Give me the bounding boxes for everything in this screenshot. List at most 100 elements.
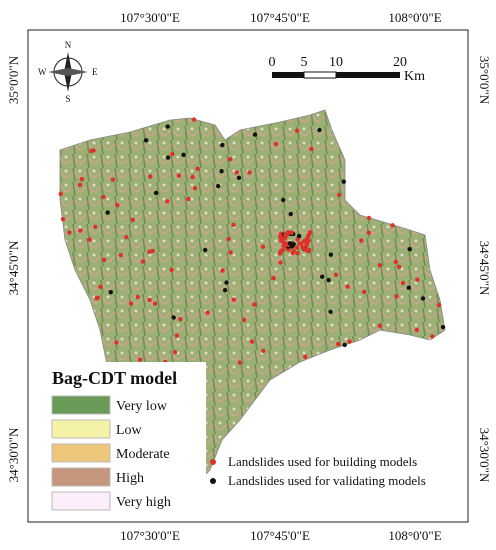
landslide-point	[143, 138, 149, 143]
landslide-point	[60, 217, 66, 222]
landslide-point	[260, 244, 266, 249]
legend-label: Low	[116, 423, 143, 438]
landslide-point	[289, 230, 294, 235]
landslide-point	[326, 277, 331, 283]
landslide-point	[359, 238, 364, 243]
landslide-point	[231, 297, 236, 302]
landslide-point	[67, 230, 72, 235]
landslide-point	[252, 132, 258, 137]
landslide-point	[290, 250, 295, 256]
landslide-point	[237, 360, 242, 365]
compass-n: N	[65, 40, 72, 50]
landslide-point	[295, 251, 300, 256]
landslide-point	[236, 175, 242, 180]
legend-swatch	[51, 395, 111, 415]
landslide-point	[415, 277, 420, 282]
landslide-point	[271, 275, 276, 281]
landslide-point	[309, 146, 314, 152]
landslide-point	[130, 217, 135, 222]
landslide-point	[191, 117, 197, 122]
landslide-point	[108, 290, 114, 295]
landslide-point	[231, 222, 236, 227]
landslide-point	[140, 259, 146, 264]
top-coord-label: 108°0'0"E	[388, 10, 441, 25]
compass: N E S W	[38, 40, 98, 104]
landslide-point	[224, 280, 229, 285]
top-coord-label: 107°45'0"E	[250, 10, 310, 25]
landslide-point	[366, 230, 371, 235]
landslide-point	[296, 233, 302, 239]
landslide-point	[400, 280, 406, 286]
landslide-point	[203, 247, 208, 253]
legend-swatch	[51, 419, 111, 439]
landslide-point	[317, 127, 322, 133]
landslide-point	[390, 223, 395, 228]
scale-label: 20	[393, 55, 407, 70]
landslide-point	[342, 342, 347, 348]
landslide-point	[87, 237, 92, 242]
landslide-point	[205, 310, 210, 315]
landslide-point	[377, 263, 383, 268]
legend-label: Moderate	[116, 447, 170, 462]
landslide-point	[195, 166, 200, 171]
landslide-point	[430, 334, 435, 339]
landslide-point	[165, 155, 171, 160]
landslide-point	[362, 289, 367, 295]
landslide-point	[281, 197, 286, 203]
landslide-point	[176, 173, 182, 178]
landslide-point	[294, 245, 300, 250]
point-legend-marker	[210, 459, 216, 465]
landslide-point	[333, 272, 339, 277]
left-coord-label: 34°30'0"N	[6, 427, 21, 482]
landslide-point	[341, 179, 346, 184]
landslide-point	[394, 294, 399, 299]
landslide-point	[234, 170, 239, 175]
landslide-point	[79, 177, 85, 182]
bottom-coord-label: 107°30'0"E	[120, 528, 180, 543]
right-coord-label: 34°30'0"N	[477, 428, 492, 483]
landslide-point	[150, 248, 155, 254]
landslide-point	[307, 230, 313, 235]
landslide-point	[301, 239, 307, 244]
scale-bar	[272, 71, 400, 79]
landslide-point	[393, 259, 398, 265]
landslide-point	[124, 235, 129, 240]
landslide-point	[336, 192, 342, 198]
landslide-point	[377, 323, 382, 328]
landslide-point	[78, 228, 83, 233]
landslide-point	[278, 260, 283, 265]
left-coord-label: 35°0'0"N	[6, 55, 21, 104]
compass-e: E	[92, 67, 98, 77]
bottom-coord-label: 107°45'0"E	[250, 528, 310, 543]
landslide-point	[101, 194, 106, 200]
point-legend-marker	[210, 478, 216, 484]
landslide-point	[172, 350, 178, 355]
legend-swatch	[51, 491, 111, 511]
landslide-point	[228, 157, 233, 162]
legend-swatch	[51, 467, 111, 487]
landslide-point	[278, 234, 283, 239]
landslide-point	[252, 302, 257, 307]
landslide-point	[397, 264, 402, 270]
landslide-point	[297, 241, 302, 246]
landslide-point	[102, 257, 107, 262]
legend-label: Very high	[116, 495, 171, 510]
landslide-point	[294, 128, 300, 133]
landslide-point	[148, 174, 153, 179]
landslide-point	[440, 324, 446, 330]
landslide-point	[171, 315, 176, 320]
landslide-point	[345, 284, 350, 289]
landslide-point	[406, 285, 411, 290]
landslide-point	[289, 244, 295, 249]
landslide-point	[228, 250, 233, 255]
point-legend-label: Landslides used for building models	[228, 454, 417, 469]
landslide-point	[169, 267, 174, 273]
landslide-point	[93, 224, 98, 229]
landslide-point	[219, 169, 224, 174]
landslide-point	[222, 288, 228, 293]
right-coord-label: 35°0'0"N	[477, 56, 492, 105]
landslide-point	[178, 317, 183, 322]
landslide-point	[278, 249, 283, 254]
landslide-point	[152, 301, 158, 306]
landslide-point	[300, 245, 305, 250]
